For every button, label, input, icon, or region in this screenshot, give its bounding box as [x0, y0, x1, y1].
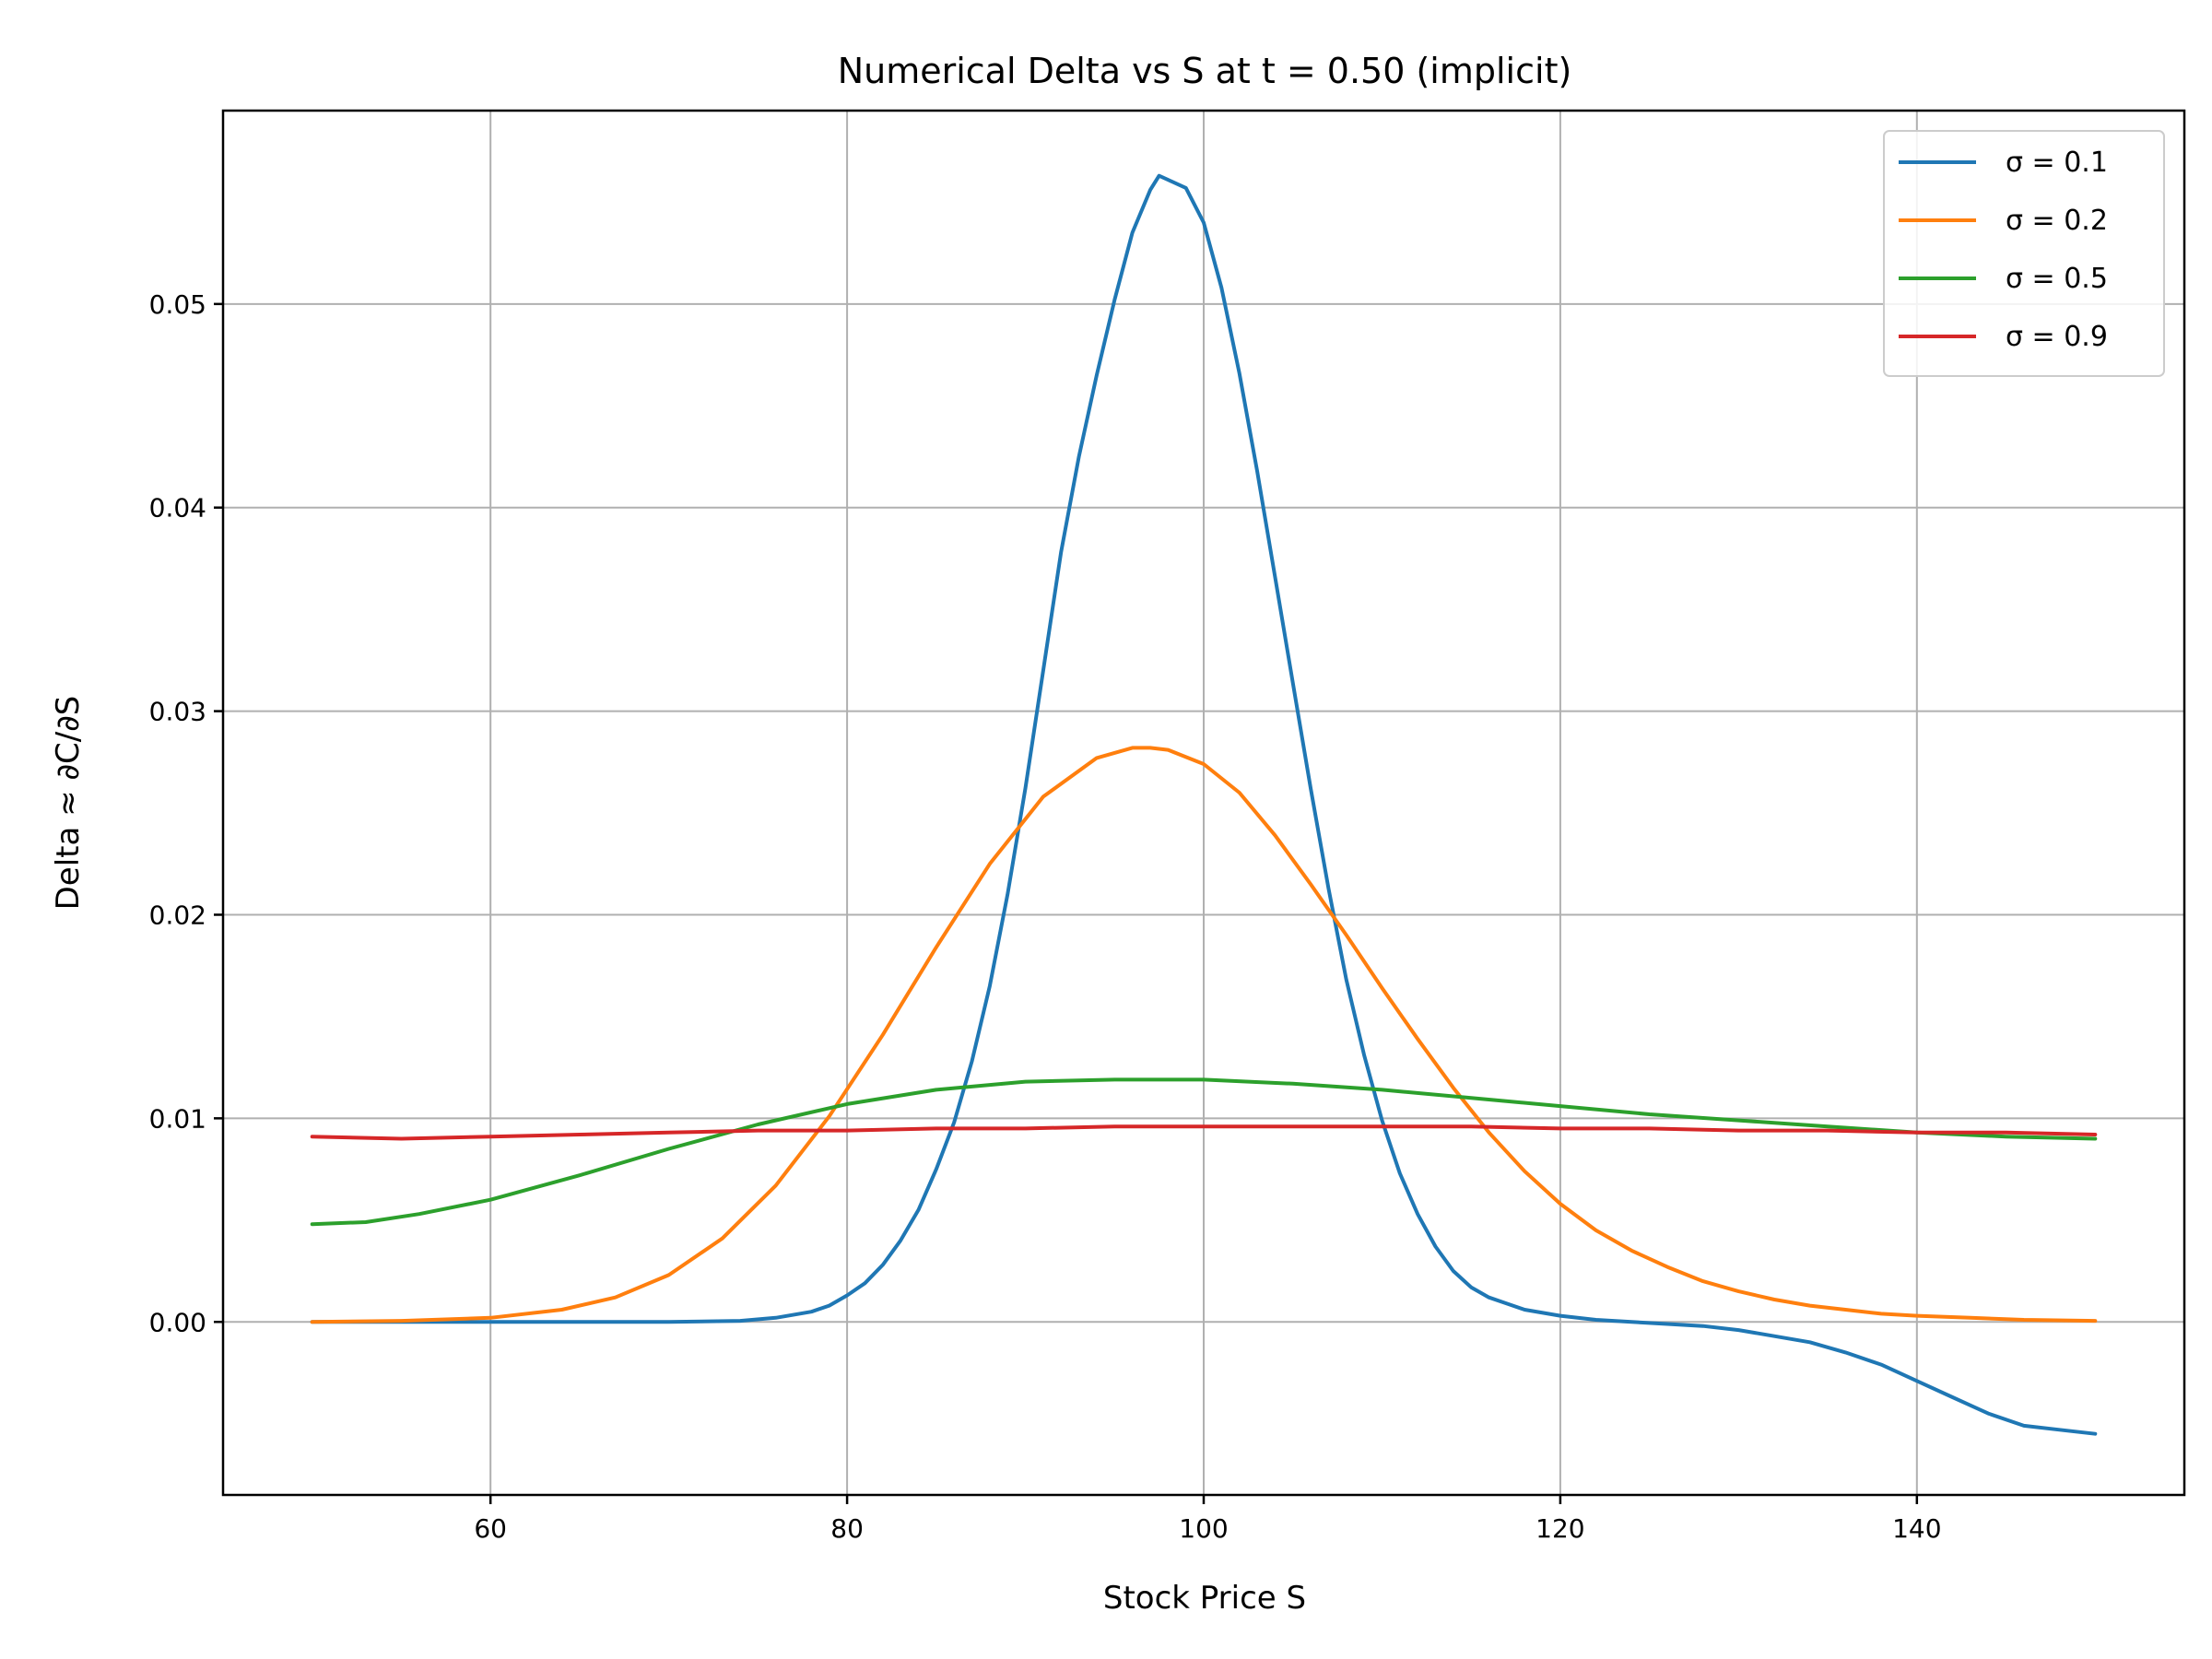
y-tick-label: 0.00 [149, 1307, 206, 1337]
y-tick-label: 0.04 [149, 493, 206, 524]
y-tick-label: 0.05 [149, 289, 206, 320]
chart-title: Numerical Delta vs S at t = 0.50 (implic… [838, 51, 1572, 91]
series-line-2 [310, 746, 2098, 1324]
x-axis-label: Stock Price S [1103, 1580, 1306, 1617]
x-tick-label: 140 [1892, 1513, 1941, 1544]
legend-label-3: σ = 0.5 [2006, 263, 2108, 295]
y-axis-label: Delta ≈ ∂C/∂S [50, 696, 87, 911]
legend: σ = 0.1 σ = 0.2 σ = 0.5 σ = 0.9 [1883, 130, 2165, 377]
y-tick-label: 0.02 [149, 900, 206, 930]
x-tick-label: 80 [830, 1513, 864, 1544]
x-tick-label: 100 [1179, 1513, 1228, 1544]
y-tick-label: 0.01 [149, 1103, 206, 1134]
x-axis-ticks: 60 80 100 120 140 [474, 1495, 1942, 1544]
legend-label-4: σ = 0.9 [2006, 321, 2108, 353]
x-tick-label: 120 [1535, 1513, 1584, 1544]
y-axis-ticks: 0.00 0.01 0.02 0.03 0.04 0.05 [149, 289, 223, 1337]
series-line-3 [310, 1077, 2098, 1227]
x-tick-label: 60 [474, 1513, 507, 1544]
series-layer [310, 173, 2098, 1436]
legend-label-1: σ = 0.1 [2006, 147, 2108, 179]
y-tick-label: 0.03 [149, 697, 206, 727]
series-line-1 [310, 173, 2098, 1436]
series-line-4 [310, 1124, 2098, 1141]
legend-box [1883, 130, 2165, 377]
legend-label-2: σ = 0.2 [2006, 205, 2108, 237]
